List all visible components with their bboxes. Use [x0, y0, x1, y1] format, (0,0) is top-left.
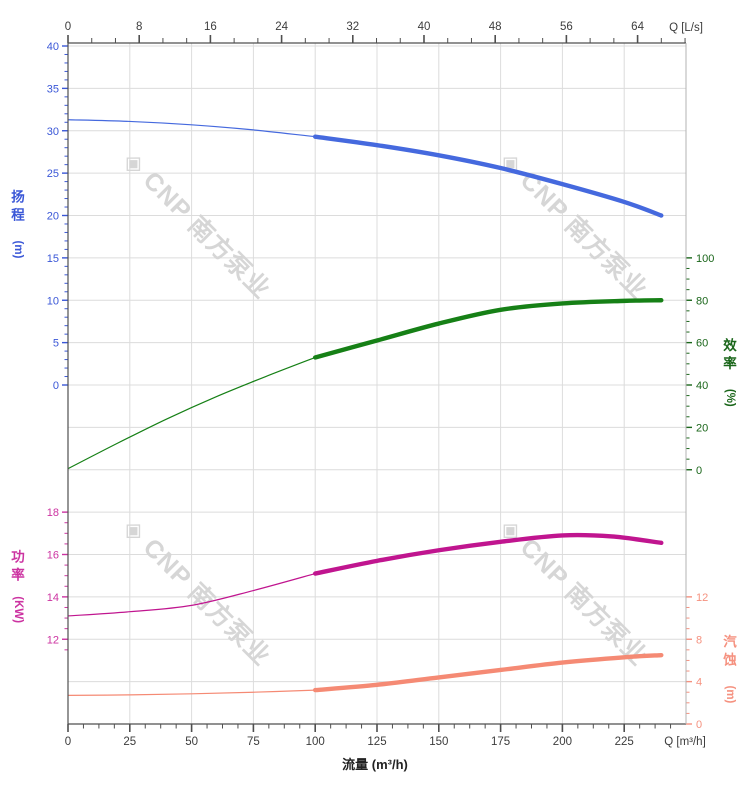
svg-text:14: 14 — [47, 592, 59, 604]
npsh-curve-thin — [67, 689, 316, 696]
svg-text:10: 10 — [47, 295, 59, 307]
svg-text:40: 40 — [47, 41, 59, 53]
svg-text:20: 20 — [696, 422, 708, 434]
svg-text:40: 40 — [418, 21, 431, 33]
watermark: ◈ CNP 南方泵业 — [495, 146, 654, 305]
svg-text:4: 4 — [696, 677, 702, 689]
efficiency-axis: 100 80 60 40 20 0 效率 (%) — [686, 253, 737, 477]
watermark-layer: ◈ CNP 南方泵业 ◈ CNP 南方泵业◈ CNP 南方泵业 ◈ CNP 南方泵业 — [118, 146, 654, 672]
svg-text:0: 0 — [65, 21, 71, 33]
svg-text:0: 0 — [65, 736, 71, 748]
svg-text:25: 25 — [123, 736, 136, 748]
svg-text:0: 0 — [696, 465, 702, 477]
svg-text:功: 功 — [11, 550, 25, 565]
svg-text:50: 50 — [185, 736, 198, 748]
svg-text:0: 0 — [696, 719, 702, 731]
svg-text:20: 20 — [47, 211, 59, 223]
svg-text:200: 200 — [553, 736, 572, 748]
svg-text:Q [L/s]: Q [L/s] — [669, 22, 703, 34]
plot-border — [67, 43, 687, 724]
svg-text:扬: 扬 — [11, 189, 25, 205]
svg-text:75: 75 — [247, 736, 260, 748]
svg-text:100: 100 — [306, 736, 325, 748]
svg-text:80: 80 — [696, 295, 708, 307]
watermark: ◈ CNP 南方泵业 — [118, 146, 277, 305]
efficiency-axis-unit: (%) — [724, 389, 736, 407]
svg-text:蚀: 蚀 — [722, 651, 737, 667]
svg-text:40: 40 — [696, 380, 708, 392]
svg-text:35: 35 — [47, 83, 59, 95]
head-curve-thin — [67, 119, 316, 138]
svg-text:8: 8 — [696, 634, 702, 646]
svg-text:16: 16 — [204, 21, 217, 33]
svg-text:60: 60 — [696, 338, 708, 350]
npsh-axis-unit: (m) — [724, 685, 736, 703]
svg-text:24: 24 — [275, 21, 288, 33]
head-curve-bold — [313, 134, 664, 218]
svg-text:5: 5 — [53, 338, 59, 350]
svg-text:100: 100 — [696, 253, 714, 265]
series-layer — [67, 119, 664, 696]
svg-text:125: 125 — [367, 736, 386, 748]
svg-text:48: 48 — [489, 21, 502, 33]
svg-text:18: 18 — [47, 507, 59, 519]
power-axis-unit: (KW) — [12, 596, 24, 623]
svg-text:0: 0 — [53, 380, 59, 392]
head-axis: 40 35 30 25 20 15 10 5 0 扬程 (m) — [11, 41, 68, 392]
power-axis: 18 16 14 12 功率 (KW) — [11, 507, 68, 651]
power-curve-thin — [67, 572, 316, 617]
svg-text:12: 12 — [696, 592, 708, 604]
x-axis-title: 流量 (m³/h) — [342, 757, 408, 772]
svg-text:Q [m³/h]: Q [m³/h] — [664, 736, 706, 748]
svg-text:25: 25 — [47, 168, 59, 180]
head-axis-unit: (m) — [12, 241, 24, 259]
watermark: ◈ CNP 南方泵业 — [118, 513, 277, 672]
svg-text:175: 175 — [491, 736, 510, 748]
svg-text:30: 30 — [47, 126, 59, 138]
svg-text:8: 8 — [136, 21, 142, 33]
svg-text:12: 12 — [47, 634, 59, 646]
svg-text:64: 64 — [631, 21, 644, 33]
bottom-axis: 0 25 50 75 100 125 150 175 200 225 Q [m³/h] 流量 (m³/… — [65, 723, 706, 772]
svg-text:率: 率 — [11, 567, 25, 583]
top-axis: 0 8 16 24 32 40 48 56 64 Q [L/s] — [65, 21, 703, 44]
svg-text:效: 效 — [723, 337, 737, 353]
grid-layer — [68, 43, 686, 724]
power-curve-bold — [313, 532, 664, 576]
efficiency-curve-bold — [313, 298, 664, 360]
npsh-axis: 12 8 4 0 汽蚀 (m) — [686, 592, 737, 731]
svg-text:程: 程 — [11, 208, 25, 223]
svg-text:汽: 汽 — [723, 633, 737, 649]
npsh-curve-bold — [313, 652, 664, 693]
svg-text:15: 15 — [47, 253, 59, 265]
svg-text:225: 225 — [615, 736, 634, 748]
efficiency-curve-thin — [67, 356, 316, 470]
svg-text:32: 32 — [346, 21, 359, 33]
svg-text:16: 16 — [47, 550, 59, 562]
svg-text:150: 150 — [429, 736, 448, 748]
svg-text:56: 56 — [560, 21, 573, 33]
svg-text:率: 率 — [723, 355, 737, 371]
